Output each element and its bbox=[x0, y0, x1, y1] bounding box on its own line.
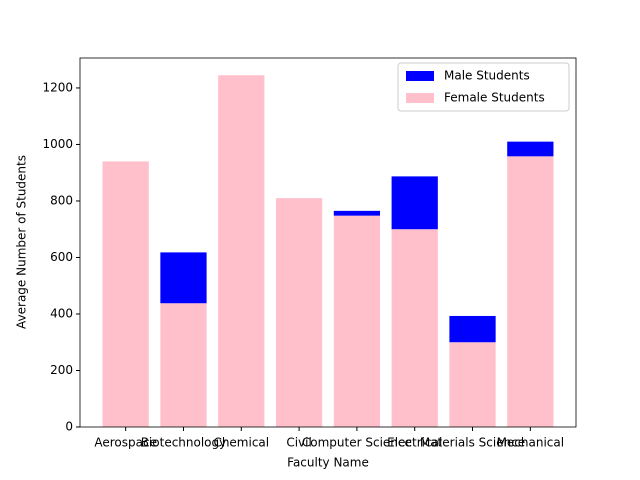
bar bbox=[391, 229, 438, 427]
y-tick-label: 1200 bbox=[42, 80, 73, 94]
bar bbox=[391, 176, 438, 230]
plot-frame bbox=[79, 57, 577, 428]
bar bbox=[102, 161, 149, 428]
y-tick-label: 600 bbox=[50, 250, 73, 264]
bar bbox=[333, 215, 381, 427]
x-tick-label: Electrical bbox=[387, 436, 442, 450]
legend-label: Female Students bbox=[444, 91, 545, 105]
x-tick-label: Materials Science bbox=[420, 436, 525, 450]
x-tick-label: Aerospace bbox=[94, 436, 157, 450]
bar bbox=[449, 342, 496, 427]
bar bbox=[218, 75, 265, 427]
bar bbox=[507, 141, 554, 157]
bar bbox=[160, 252, 207, 304]
y-tick-label: 200 bbox=[50, 363, 73, 377]
x-tick-label: Computer Science bbox=[302, 436, 412, 450]
legend-swatch bbox=[406, 71, 434, 81]
x-tick-label: Biotechnology bbox=[141, 436, 227, 450]
bar bbox=[449, 315, 496, 343]
x-tick-label: Civil bbox=[286, 436, 311, 450]
bar bbox=[333, 210, 381, 216]
bar bbox=[160, 303, 207, 427]
y-tick-label: 400 bbox=[50, 306, 73, 320]
legend-box bbox=[397, 62, 570, 112]
bar bbox=[275, 198, 323, 427]
y-tick-label: 1000 bbox=[42, 137, 73, 151]
y-axis-label: Average Number of Students bbox=[15, 155, 29, 329]
x-axis-label: Faculty Name bbox=[287, 456, 369, 470]
x-tick-label: Mechanical bbox=[497, 436, 565, 450]
bar bbox=[507, 156, 554, 428]
y-tick-label: 800 bbox=[50, 193, 73, 207]
legend-label: Male Students bbox=[444, 69, 530, 83]
legend-swatch bbox=[406, 93, 434, 103]
y-tick-label: 0 bbox=[65, 420, 73, 434]
x-tick-label: Chemical bbox=[213, 436, 269, 450]
